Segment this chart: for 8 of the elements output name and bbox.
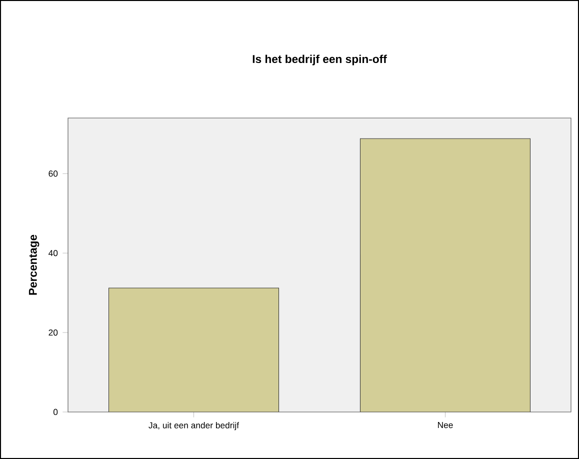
y-tick-label: 0	[53, 408, 58, 416]
y-tick-label: 60	[48, 170, 58, 177]
y-axis-title: Percentage	[28, 234, 40, 295]
chart-title: Is het bedrijf een spin-off	[252, 54, 387, 66]
x-tick-label: Ja, uit een ander bedrijf	[148, 422, 240, 430]
x-tick-label: Nee	[438, 422, 453, 428]
y-tick-label: 40	[48, 250, 58, 256]
y-tick-label: 20	[48, 329, 58, 336]
